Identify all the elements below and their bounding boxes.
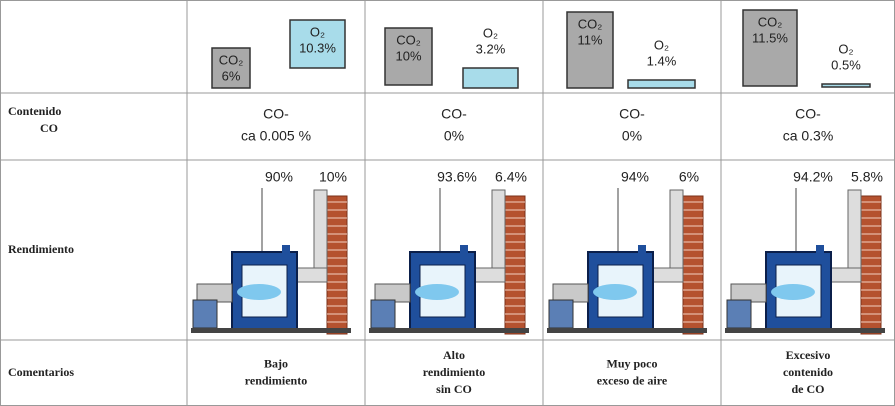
o2-name: O₂: [654, 37, 669, 52]
row-label: Rendimiento: [8, 242, 74, 256]
flame: [593, 284, 637, 300]
co2-value: 6%: [222, 68, 241, 83]
co2-value: 11.5%: [752, 30, 788, 45]
ground: [191, 328, 351, 333]
co-content: ca 0.005 %: [241, 128, 311, 144]
o2-value: 10.3%: [299, 40, 336, 55]
o2-value: 1.4%: [647, 53, 677, 68]
burner: [730, 283, 767, 303]
o2-box: [462, 67, 519, 89]
co2-box: [384, 27, 433, 86]
chimney: [860, 195, 882, 335]
co2-box: [211, 47, 251, 89]
row-label: CO: [40, 121, 58, 135]
comment: de CO: [792, 382, 825, 396]
burner: [552, 283, 589, 303]
co2-value: 11%: [577, 32, 602, 47]
o2-name: O₂: [483, 25, 498, 40]
boiler-top: [638, 245, 646, 253]
comment: contenido: [783, 365, 833, 379]
burner-base: [726, 299, 752, 329]
co-content: 0%: [622, 128, 642, 144]
co-content: CO-: [795, 106, 821, 122]
o2-value: 0.5%: [831, 57, 861, 72]
comment: Bajo: [264, 356, 288, 370]
flame: [771, 284, 815, 300]
co2-box: [566, 11, 614, 89]
efficiency: 94.2%: [793, 169, 833, 185]
chimney: [504, 195, 526, 335]
boiler-top: [460, 245, 468, 253]
co-content: ca 0.3%: [783, 128, 834, 144]
burner-base: [370, 299, 396, 329]
co2-box: [742, 9, 798, 87]
boiler-top: [282, 245, 290, 253]
comment: sin CO: [436, 382, 472, 396]
chimney: [682, 195, 704, 335]
burner-base: [192, 299, 218, 329]
co2-value: 10%: [395, 48, 421, 63]
efficiency: 90%: [265, 169, 293, 185]
ground: [547, 328, 707, 333]
co2-name: CO₂: [219, 52, 244, 67]
comment: exceso de aire: [597, 373, 668, 387]
efficiency: 93.6%: [437, 169, 477, 185]
comment: Excesivo: [786, 348, 831, 362]
burner: [196, 283, 233, 303]
o2-box: [289, 19, 346, 69]
comment: Alto: [443, 348, 465, 362]
comment: rendimiento: [423, 365, 485, 379]
loss: 6.4%: [495, 169, 527, 185]
o2-box: [627, 79, 696, 89]
efficiency: 94%: [621, 169, 649, 185]
o2-box: [821, 83, 871, 88]
loss: 5.8%: [851, 169, 883, 185]
row-label: Contenido: [8, 104, 61, 118]
co-content: CO-: [619, 106, 645, 122]
row-label: Comentarios: [8, 365, 74, 379]
comment: Muy poco: [607, 356, 658, 370]
ground: [369, 328, 529, 333]
co-content: 0%: [444, 128, 464, 144]
comment: rendimiento: [245, 373, 307, 387]
o2-value: 3.2%: [476, 41, 506, 56]
burner-base: [548, 299, 574, 329]
burner: [374, 283, 411, 303]
co2-name: CO₂: [396, 32, 421, 47]
o2-name: O₂: [838, 41, 853, 56]
co-content: CO-: [263, 106, 289, 122]
co2-name: CO₂: [758, 14, 783, 29]
loss: 10%: [319, 169, 347, 185]
boiler-top: [816, 245, 824, 253]
loss: 6%: [679, 169, 699, 185]
flame: [237, 284, 281, 300]
ground: [725, 328, 885, 333]
o2-name: O₂: [310, 24, 325, 39]
co-content: CO-: [441, 106, 467, 122]
co2-name: CO₂: [578, 16, 603, 31]
flame: [415, 284, 459, 300]
chimney: [326, 195, 348, 335]
